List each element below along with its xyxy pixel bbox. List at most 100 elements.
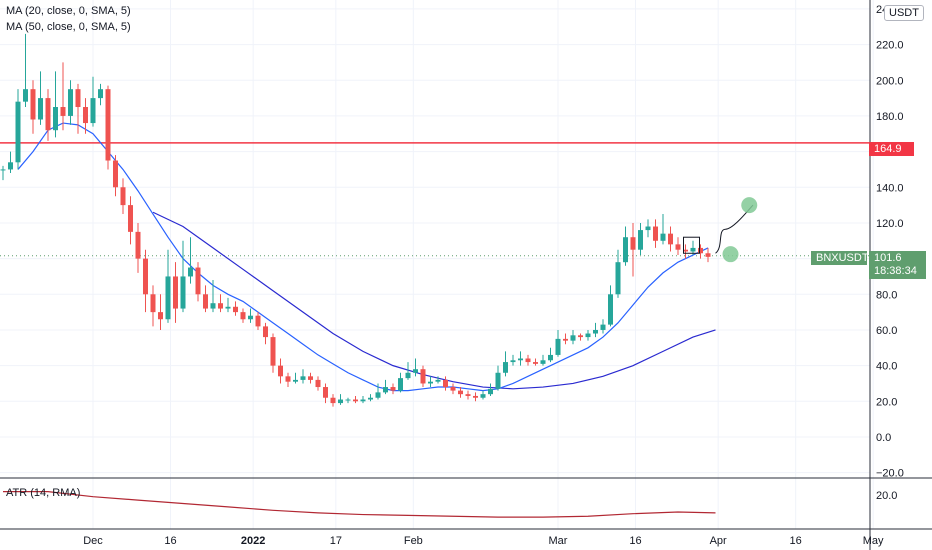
candle-down[interactable]	[203, 294, 208, 309]
candle-up[interactable]	[555, 338, 561, 355]
candle-down[interactable]	[630, 237, 636, 250]
candle-up[interactable]	[428, 381, 433, 384]
candle-up[interactable]	[645, 226, 651, 231]
candle-up[interactable]	[690, 247, 696, 252]
candle-up[interactable]	[593, 329, 598, 334]
candle-down[interactable]	[270, 337, 276, 366]
candle-down[interactable]	[83, 107, 88, 124]
candle-up[interactable]	[480, 394, 486, 398]
currency-badge[interactable]: USDT	[884, 5, 924, 21]
candle-up[interactable]	[495, 372, 501, 389]
candle-down[interactable]	[218, 303, 223, 309]
candle-down[interactable]	[668, 233, 673, 245]
candle-down[interactable]	[135, 231, 141, 259]
candle-up[interactable]	[165, 276, 171, 320]
candle-up[interactable]	[383, 387, 388, 393]
candle-up[interactable]	[180, 276, 186, 309]
candle-down[interactable]	[420, 369, 426, 384]
candle-up[interactable]	[510, 360, 516, 363]
candle-up[interactable]	[293, 379, 298, 382]
candle-up[interactable]	[540, 360, 546, 364]
candle-down[interactable]	[75, 89, 81, 108]
candle-up[interactable]	[300, 376, 306, 380]
candle-up[interactable]	[15, 101, 21, 163]
candle-up[interactable]	[375, 392, 381, 398]
candle-down[interactable]	[195, 267, 201, 295]
candle-up[interactable]	[338, 399, 343, 404]
candle-down[interactable]	[443, 379, 448, 388]
candle-up[interactable]	[210, 303, 216, 309]
candle-up[interactable]	[660, 233, 666, 241]
target-marker[interactable]	[741, 197, 758, 214]
candle-up[interactable]	[360, 399, 366, 402]
atr-line[interactable]	[3, 491, 716, 518]
candle-up[interactable]	[68, 89, 73, 116]
candle-up[interactable]	[8, 162, 13, 170]
candle-up[interactable]	[638, 230, 643, 250]
candle-up[interactable]	[98, 89, 103, 99]
candle-up[interactable]	[615, 262, 621, 295]
atr-legend[interactable]: ATR (14, RMA)	[6, 487, 81, 499]
candle-up[interactable]	[608, 294, 613, 325]
candle-down[interactable]	[563, 338, 568, 341]
candle-down[interactable]	[698, 247, 703, 254]
candle-down[interactable]	[308, 376, 313, 380]
candle-up[interactable]	[413, 369, 418, 373]
candle-down[interactable]	[465, 394, 471, 396]
candle-up[interactable]	[248, 315, 253, 320]
candle-up[interactable]	[53, 107, 58, 131]
candle-up[interactable]	[585, 333, 591, 338]
candle-down[interactable]	[390, 387, 396, 391]
candle-down[interactable]	[240, 312, 246, 320]
candle-up[interactable]	[623, 237, 628, 263]
candle-down[interactable]	[278, 365, 283, 377]
ma20-legend[interactable]: MA (20, close, 0, SMA, 5)	[6, 5, 131, 17]
ma50-legend[interactable]: MA (50, close, 0, SMA, 5)	[6, 21, 131, 33]
candle-down[interactable]	[323, 387, 328, 398]
candle-up[interactable]	[518, 358, 523, 361]
candle-down[interactable]	[705, 253, 711, 257]
candle-down[interactable]	[30, 89, 36, 120]
candle-up[interactable]	[188, 267, 193, 277]
target-marker[interactable]	[722, 246, 739, 263]
candle-up[interactable]	[548, 354, 553, 361]
candle-up[interactable]	[570, 335, 576, 341]
candle-up[interactable]	[405, 372, 411, 379]
candle-down[interactable]	[653, 226, 658, 241]
candle-up[interactable]	[90, 98, 96, 124]
candle-up[interactable]	[488, 388, 493, 395]
candle-down[interactable]	[458, 390, 463, 395]
candle-down[interactable]	[255, 315, 261, 327]
candle-down[interactable]	[683, 249, 688, 252]
candle-down[interactable]	[120, 187, 126, 206]
candle-down[interactable]	[105, 89, 111, 161]
candle-down[interactable]	[315, 379, 321, 388]
candle-down[interactable]	[473, 395, 478, 398]
candle-down[interactable]	[353, 399, 358, 402]
ma20-line[interactable]	[17, 122, 709, 392]
candle-up[interactable]	[368, 397, 373, 400]
candle-down[interactable]	[60, 107, 66, 116]
candle-down[interactable]	[450, 387, 456, 391]
candle-down[interactable]	[143, 258, 148, 295]
candle-down[interactable]	[150, 294, 156, 313]
candle-up[interactable]	[0, 169, 6, 171]
candle-down[interactable]	[233, 306, 238, 313]
candle-down[interactable]	[173, 276, 178, 309]
candle-down[interactable]	[45, 98, 51, 131]
candle-down[interactable]	[158, 312, 163, 320]
candle-up[interactable]	[225, 306, 231, 309]
candle-up[interactable]	[600, 324, 606, 330]
candle-up[interactable]	[38, 98, 43, 120]
consolidation-box[interactable]	[683, 236, 700, 254]
candle-up[interactable]	[435, 379, 441, 382]
candle-down[interactable]	[533, 362, 538, 364]
candle-up[interactable]	[503, 362, 508, 373]
candle-down[interactable]	[330, 397, 336, 404]
candle-up[interactable]	[398, 378, 403, 391]
candle-down[interactable]	[675, 244, 681, 250]
candle-down[interactable]	[285, 376, 291, 382]
candle-down[interactable]	[128, 205, 133, 232]
candle-down[interactable]	[113, 160, 118, 188]
